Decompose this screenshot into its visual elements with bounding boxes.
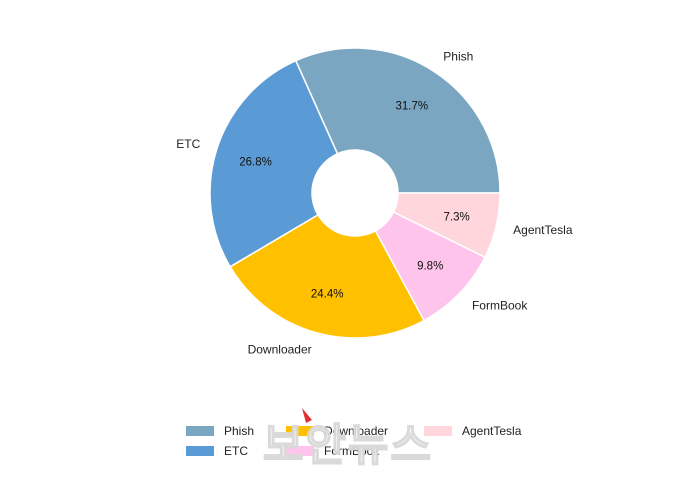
legend-swatch-formbook <box>286 446 314 456</box>
legend-label-agenttesla: AgentTesla <box>462 424 522 438</box>
pct-label-agenttesla: 7.3% <box>444 212 470 224</box>
legend-label-phish: Phish <box>224 424 254 438</box>
category-label-downloader: Downloader <box>248 343 312 357</box>
watermark-accent-mark <box>302 408 312 423</box>
pct-label-phish: 31.7% <box>395 100 428 112</box>
chart-slices <box>209 47 501 339</box>
slice-phish <box>294 47 501 194</box>
chart-legend: Phish ETC Downloader FormBook AgentTesla <box>186 424 522 458</box>
slice-downloader <box>229 213 426 339</box>
legend-swatch-etc <box>186 446 214 456</box>
legend-label-downloader: Downloader <box>324 424 388 438</box>
watermark-text: 보안뉴스 <box>263 420 433 471</box>
legend-label-etc: ETC <box>224 444 248 458</box>
legend-swatch-phish <box>186 426 214 436</box>
pct-label-formbook: 9.8% <box>417 260 443 272</box>
category-label-agenttesla: AgentTesla <box>513 223 573 237</box>
slice-agenttesla <box>392 192 501 259</box>
legend-label-formbook: FormBook <box>324 444 380 458</box>
watermark-logo: 보안뉴스 <box>262 408 433 472</box>
category-label-formbook: FormBook <box>472 299 528 313</box>
category-label-phish: Phish <box>443 50 473 64</box>
slice-etc <box>209 59 339 268</box>
chart-labels: 31.7% Phish 26.8% ETC 24.4% Downloader 9.8% For… <box>176 50 573 357</box>
pct-label-etc: 26.8% <box>239 156 272 168</box>
legend-swatch-agenttesla <box>424 426 452 436</box>
legend-swatch-downloader <box>286 426 314 436</box>
category-label-etc: ETC <box>176 137 200 151</box>
pct-label-downloader: 24.4% <box>311 289 344 301</box>
